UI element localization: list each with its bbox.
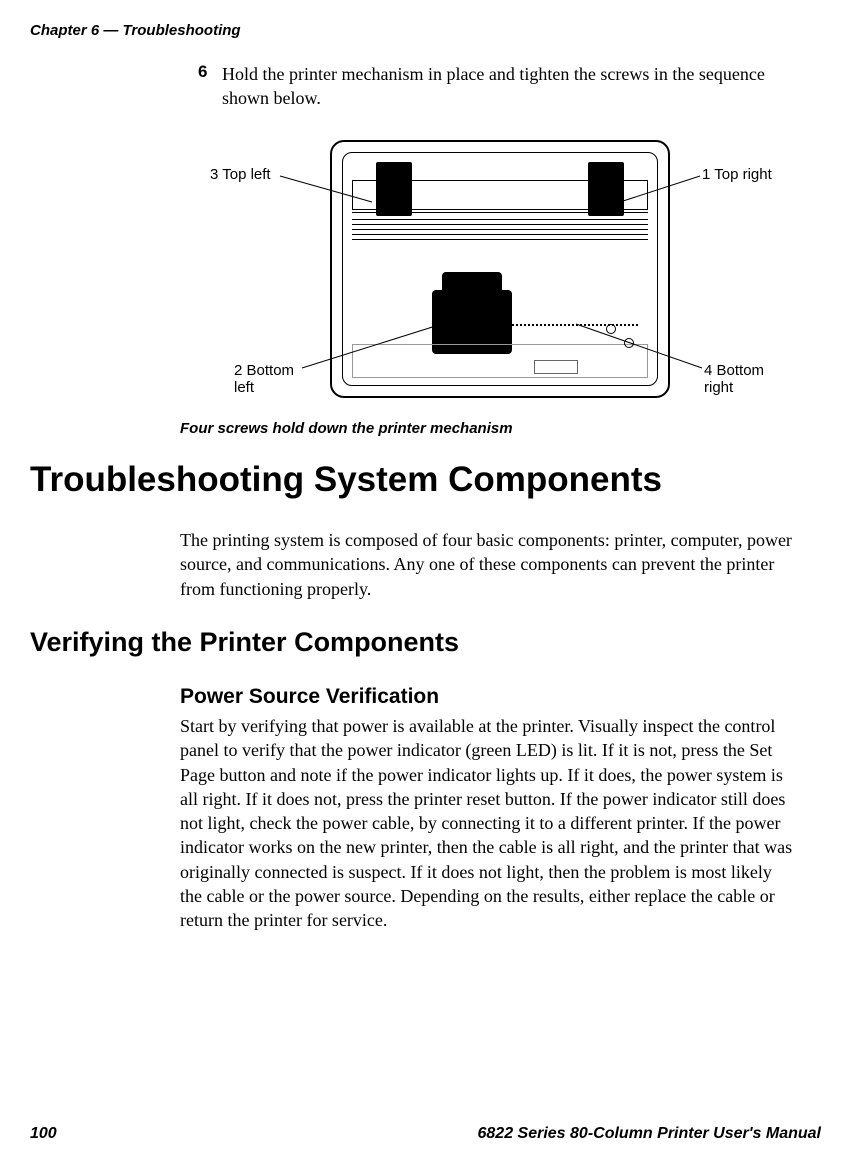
chapter-header: Chapter 6 — Troubleshooting: [30, 22, 241, 39]
page-number: 100: [30, 1125, 57, 1143]
small-box: [534, 360, 578, 374]
printer-diagram: 3 Top left 1 Top right 2 Bottom left 4 B…: [180, 140, 820, 420]
label-top-left: 3 Top left: [210, 166, 271, 183]
screw-circle: [624, 338, 634, 348]
heading-verifying: Verifying the Printer Components: [30, 627, 459, 658]
screw-circle: [606, 324, 616, 334]
heading-power-source: Power Source Verification: [180, 685, 439, 709]
label-bottom-right: 4 Bottom right: [704, 362, 784, 396]
rail-line: [352, 234, 648, 240]
diagram-caption: Four screws hold down the printer mechan…: [180, 420, 513, 437]
dotted-line: [512, 324, 638, 326]
heading-troubleshooting: Troubleshooting System Components: [30, 460, 662, 500]
step-text: Hold the printer mechanism in place and …: [222, 62, 792, 111]
printer-outline: [330, 140, 670, 398]
label-top-right: 1 Top right: [702, 166, 772, 183]
block-right: [588, 162, 624, 216]
step-number: 6: [198, 62, 207, 82]
paragraph-components: The printing system is composed of four …: [180, 528, 795, 601]
bottom-panel: [352, 344, 648, 378]
paragraph-power-verification: Start by verifying that power is availab…: [180, 714, 798, 933]
manual-title: 6822 Series 80-Column Printer User's Man…: [478, 1125, 822, 1143]
rail-line: [352, 224, 648, 230]
block-left: [376, 162, 412, 216]
label-bottom-left: 2 Bottom left: [234, 362, 314, 396]
